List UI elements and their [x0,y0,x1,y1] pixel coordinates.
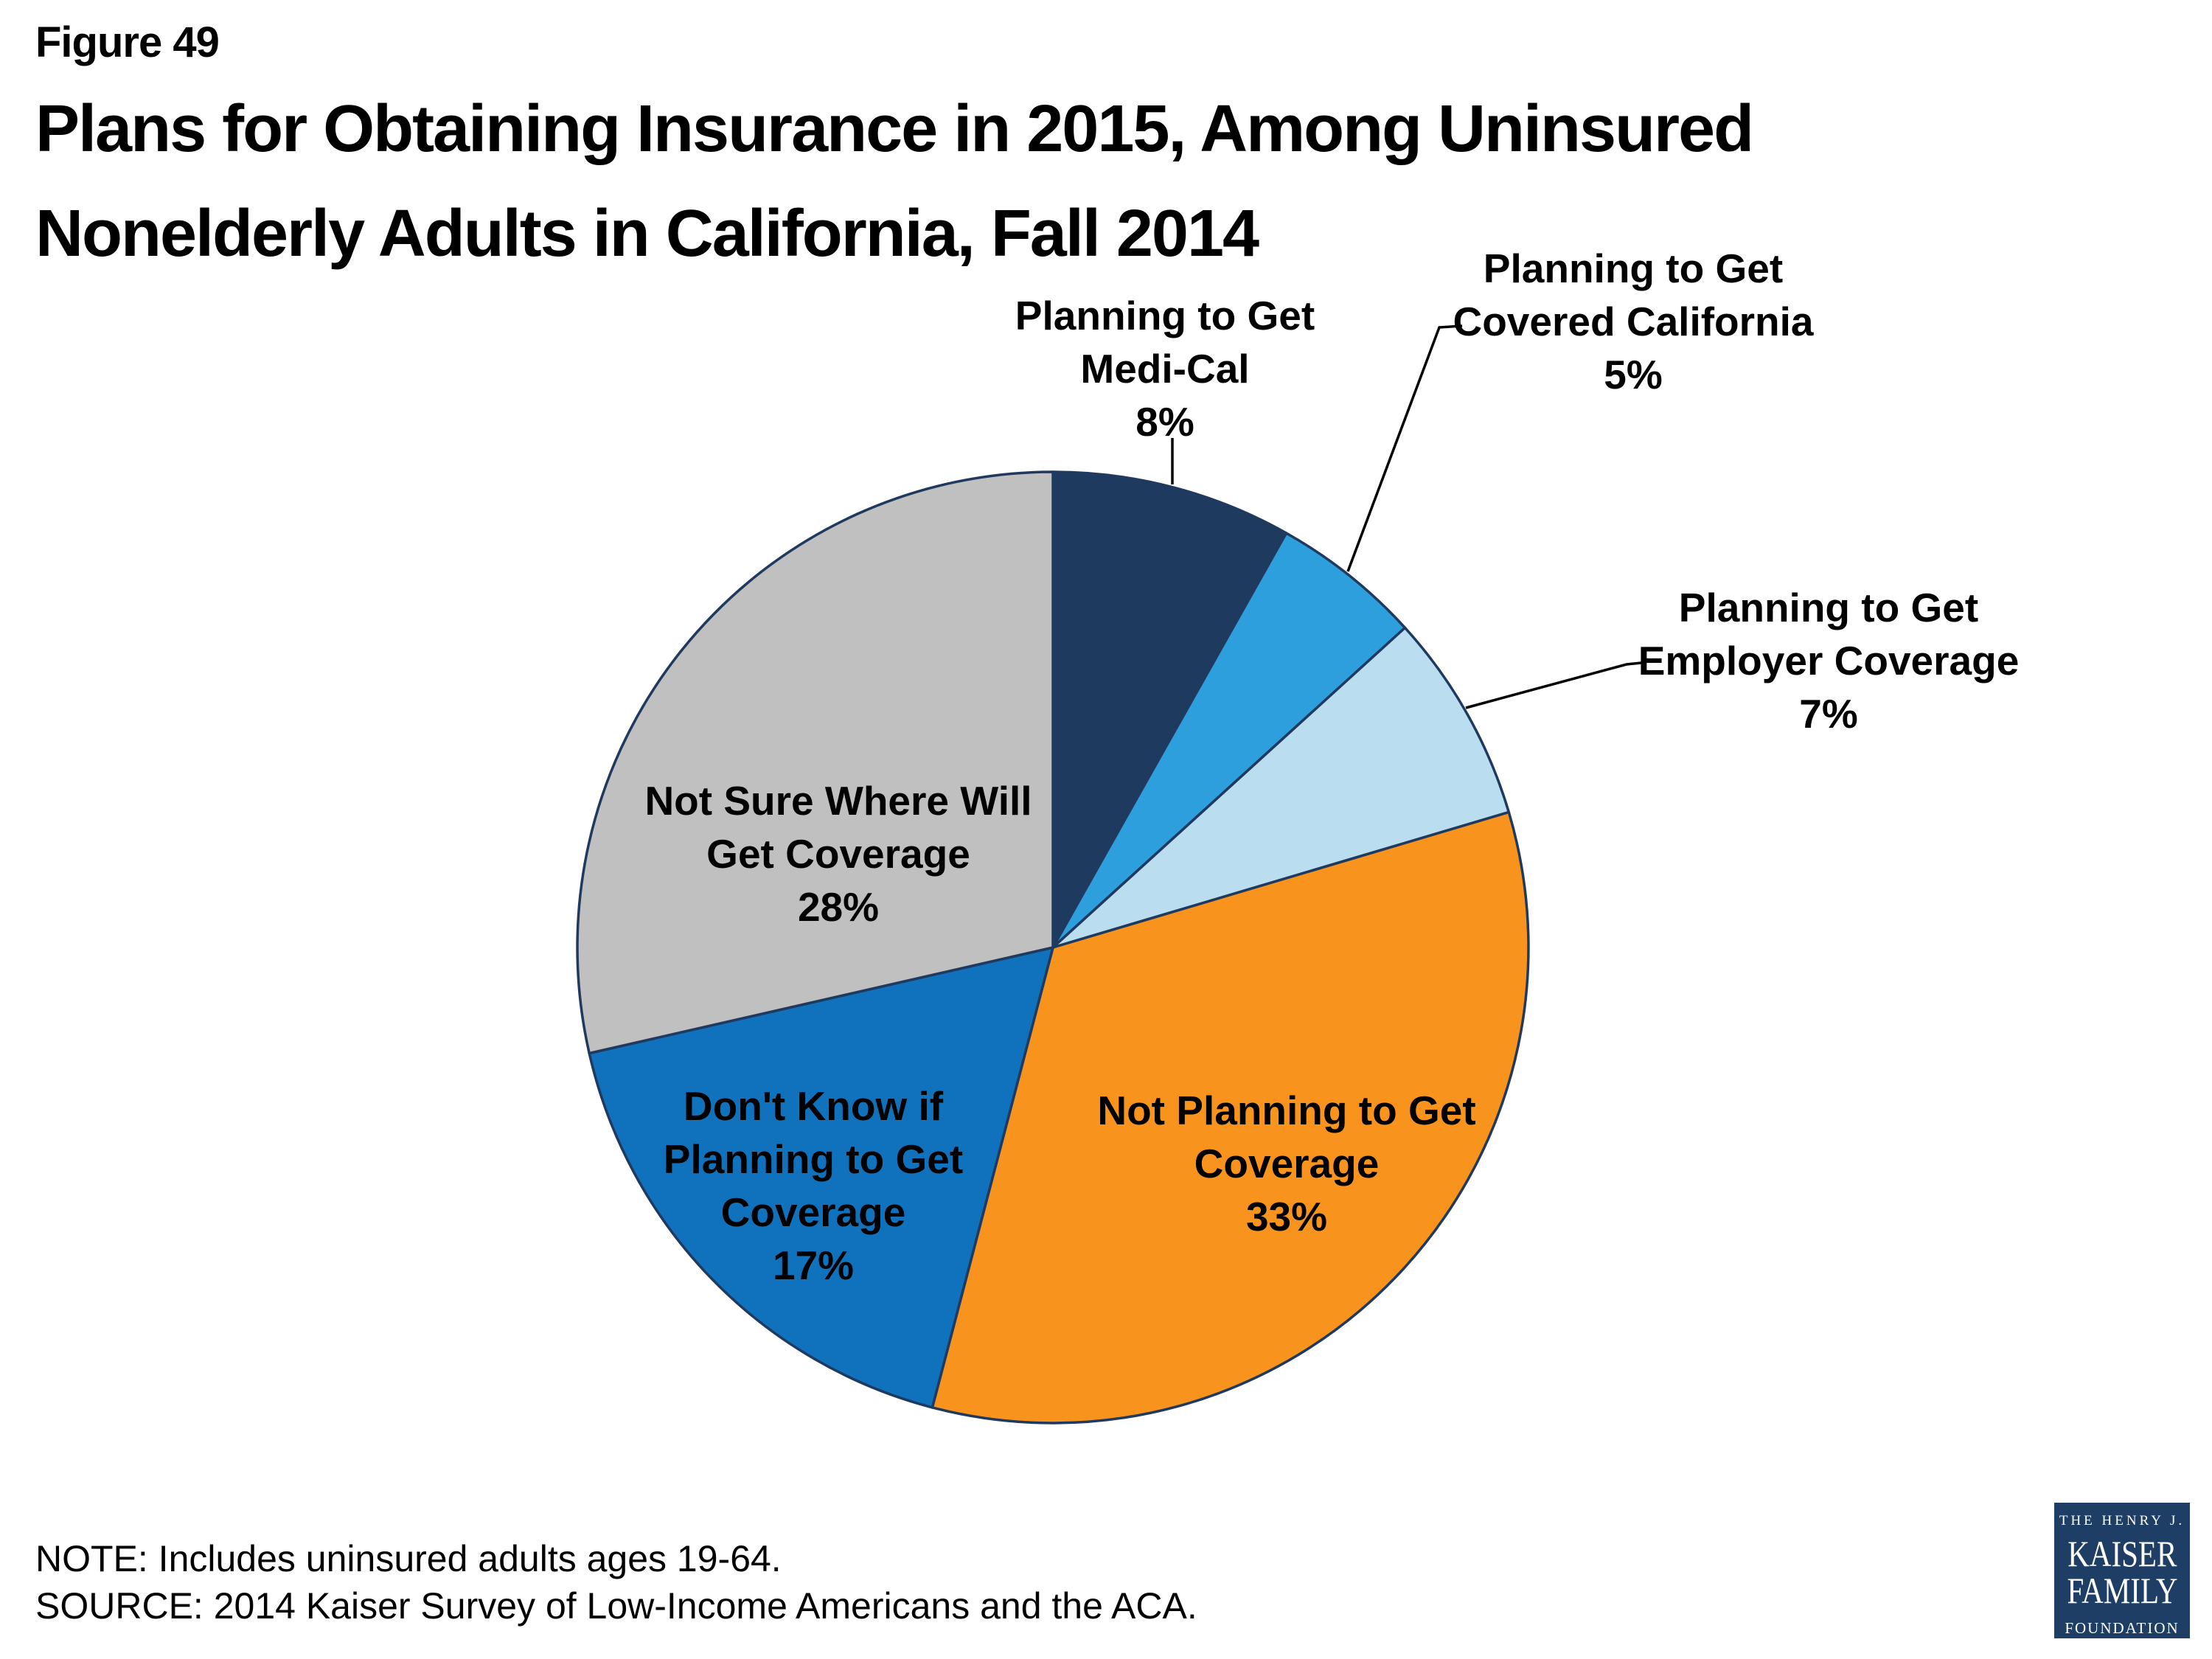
slice-label-dont-know: Don't Know if Planning to Get Coverage 1… [663,1083,964,1288]
pie-slice-not-sure [576,470,1054,1055]
pie [576,470,1530,1425]
pie-slice-not-planning [931,810,1530,1425]
figure-number: Figure 49 [35,18,220,66]
slice-label-not-planning: Not Planning to Get Coverage 33% [1097,1088,1476,1239]
kff-logo-top-line: THE HENRY J. [2059,1513,2185,1528]
kff-logo: THE HENRY J. KAISER FAMILY FOUNDATION [2054,1503,2190,1638]
slice-label-employer-coverage: Planning to Get Employer Coverage 7% [1638,585,2020,737]
pie-slice-covered-california [1051,532,1407,949]
kff-logo-kaiser: KAISER [2067,1533,2177,1574]
page-title: Plans for Obtaining Insurance in 2015, A… [35,92,1754,271]
pie-slice-employer-coverage [1051,626,1511,949]
note-and-source: NOTE: Includes uninsured adults ages 19-… [35,1538,1197,1627]
leader-line-covered-california [1346,324,1463,572]
leader-line-employer-coverage [1465,661,1642,709]
pie-slice-medi-cal [1051,470,1288,949]
slice-label-not-sure: Not Sure Where Will Get Coverage 28% [644,778,1032,930]
pie-slice-dont-know [588,946,1054,1409]
slice-label-covered-california: Planning to Get Covered California 5% [1453,246,1814,397]
kff-logo-family: FAMILY [2066,1570,2178,1611]
kff-logo-foundation: FOUNDATION [2065,1619,2180,1637]
slice-label-medi-cal: Planning to Get Medi-Cal 8% [1015,293,1315,445]
